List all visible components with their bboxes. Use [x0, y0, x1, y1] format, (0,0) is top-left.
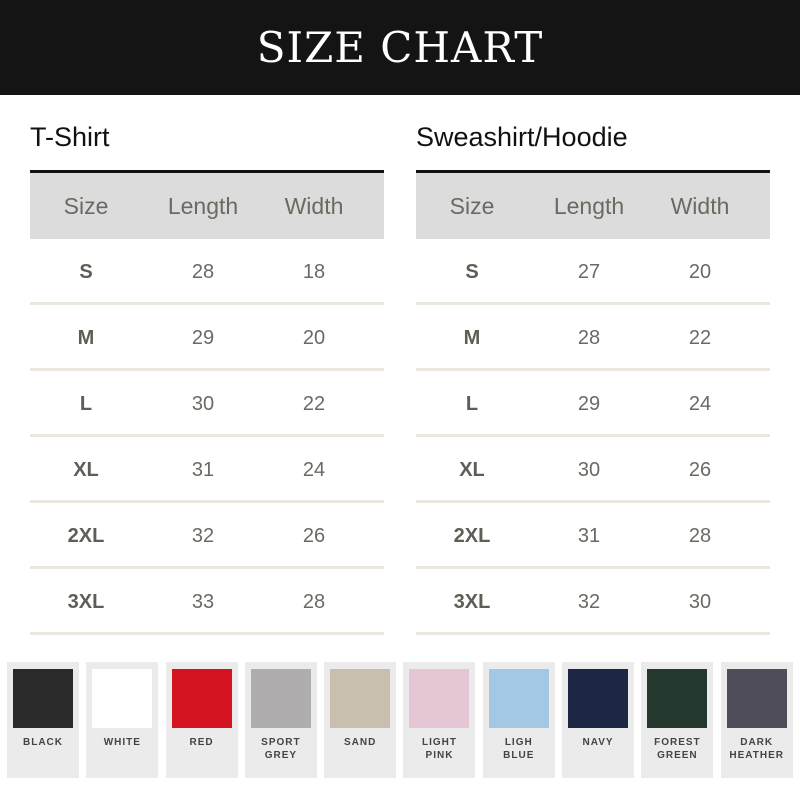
size-cell: L	[79, 393, 93, 415]
color-swatch: NAVY	[562, 662, 635, 778]
color-sample	[92, 669, 153, 728]
length-cell: 29	[577, 393, 601, 415]
length-cell: 27	[577, 261, 601, 283]
length-cell: 31	[191, 459, 215, 481]
color-sample	[13, 669, 73, 728]
width-cell: 26	[688, 459, 712, 481]
color-label: DARK HEATHER	[729, 737, 784, 761]
length-cell: 33	[191, 591, 215, 613]
size-cell: 2XL	[453, 525, 491, 547]
width-cell: 28	[302, 591, 326, 613]
table-row: S 28 18	[30, 239, 384, 305]
table-row: L 30 22	[30, 371, 384, 437]
size-cell: 3XL	[453, 591, 491, 613]
table-row: XL 31 24	[30, 437, 384, 503]
color-sample	[568, 669, 629, 728]
divider	[30, 170, 384, 173]
color-swatch: LIGH BLUE	[482, 662, 555, 778]
color-swatch: RED	[165, 662, 238, 778]
table-header: Size Length Width	[416, 173, 770, 239]
size-cell: XL	[459, 459, 485, 481]
color-swatch: WHITE	[86, 662, 159, 778]
table-row: XL 30 26	[416, 437, 770, 503]
table-title: T-Shirt	[30, 122, 110, 152]
color-sample	[647, 669, 708, 728]
size-cell: M	[77, 327, 95, 349]
width-cell: 24	[302, 459, 326, 481]
column-header: Width	[284, 193, 344, 219]
table-row: L 29 24	[416, 371, 770, 437]
column-header: Length	[553, 193, 625, 219]
color-swatches: BLACK WHITE RED SPORT GREY SAND LIGHT PINK LIG…	[7, 662, 793, 778]
table-row: M 29 20	[30, 305, 384, 371]
size-cell: S	[465, 261, 479, 283]
color-label: LIGH BLUE	[503, 737, 535, 761]
color-sample	[726, 669, 787, 728]
length-cell: 32	[577, 591, 601, 613]
color-swatch: SPORT GREY	[244, 662, 317, 778]
length-cell: 31	[577, 525, 601, 547]
length-cell: 30	[191, 393, 215, 415]
length-cell: 30	[577, 459, 601, 481]
column-header: Size	[449, 193, 495, 219]
color-label: WHITE	[103, 737, 141, 748]
color-label: BLACK	[23, 737, 63, 748]
color-label: RED	[189, 737, 214, 748]
color-sample	[409, 669, 470, 728]
length-cell: 29	[191, 327, 215, 349]
color-sample	[488, 669, 549, 728]
length-cell: 28	[577, 327, 601, 349]
size-cell: 3XL	[67, 591, 105, 613]
size-cell: XL	[73, 459, 99, 481]
color-sample	[330, 669, 391, 728]
width-cell: 28	[688, 525, 712, 547]
size-cell: 2XL	[67, 525, 105, 547]
length-cell: 32	[191, 525, 215, 547]
color-sample	[250, 669, 311, 728]
color-label: FOREST GREEN	[654, 737, 701, 761]
width-cell: 26	[302, 525, 326, 547]
color-label: SAND	[344, 737, 377, 748]
hoodie-size-table: Sweashirt/Hoodie Size Length Width S 27 20 M 28 2…	[416, 121, 770, 635]
width-cell: 22	[688, 327, 712, 349]
tshirt-size-table: T-Shirt Size Length Width S 28 18 M 29 20 L 30 22 XL 3…	[30, 121, 384, 635]
size-cell: L	[465, 393, 479, 415]
header-banner: SIZE CHART	[0, 0, 800, 95]
color-sample	[171, 669, 232, 728]
color-label: LIGHT PINK	[421, 737, 457, 761]
page-title: SIZE CHART	[256, 23, 544, 72]
table-title: Sweashirt/Hoodie	[416, 122, 628, 152]
width-cell: 22	[302, 393, 326, 415]
color-swatch: SAND	[324, 662, 397, 778]
size-cell: M	[463, 327, 481, 349]
width-cell: 20	[302, 327, 326, 349]
color-label: SPORT GREY	[261, 737, 301, 761]
width-cell: 24	[688, 393, 712, 415]
width-cell: 18	[302, 261, 326, 283]
column-header: Length	[167, 193, 239, 219]
color-swatch: LIGHT PINK	[403, 662, 476, 778]
table-header: Size Length Width	[30, 173, 384, 239]
table-row: 3XL 32 30	[416, 569, 770, 635]
column-header: Size	[63, 193, 109, 219]
table-row: M 28 22	[416, 305, 770, 371]
color-swatch: FOREST GREEN	[641, 662, 714, 778]
width-cell: 30	[688, 591, 712, 613]
length-cell: 28	[191, 261, 215, 283]
divider	[416, 170, 770, 173]
column-header: Width	[670, 193, 730, 219]
table-row: 3XL 33 28	[30, 569, 384, 635]
width-cell: 20	[688, 261, 712, 283]
color-swatch: BLACK	[7, 662, 79, 778]
table-row: S 27 20	[416, 239, 770, 305]
size-cell: S	[79, 261, 93, 283]
color-swatch: DARK HEATHER	[720, 662, 793, 778]
table-row: 2XL 31 28	[416, 503, 770, 569]
color-label: NAVY	[582, 737, 614, 748]
table-row: 2XL 32 26	[30, 503, 384, 569]
